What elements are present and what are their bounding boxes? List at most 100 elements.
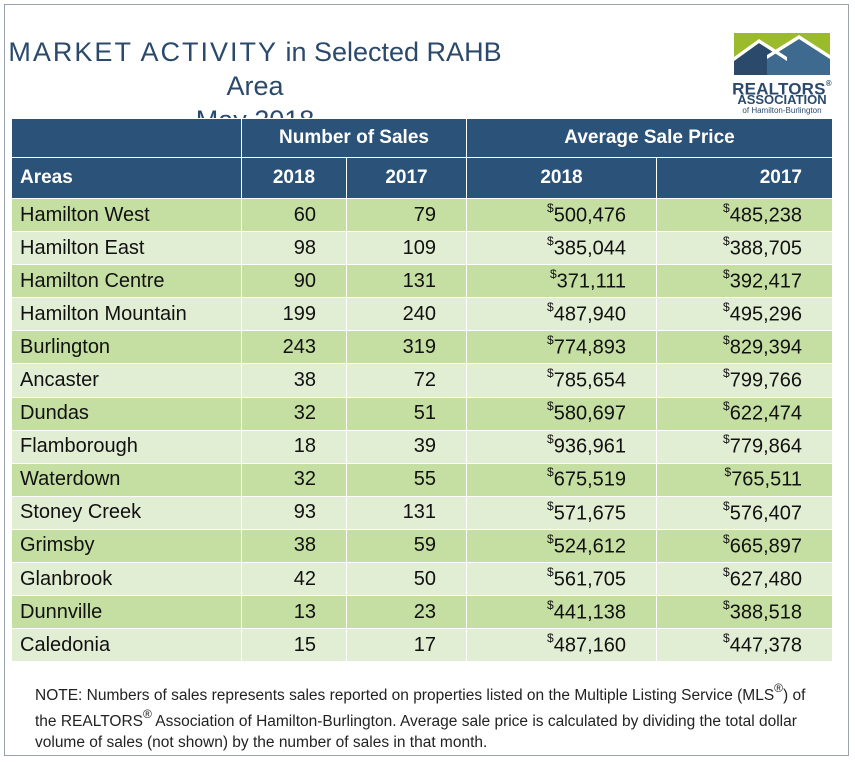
- price-2018-cell: $936,961: [466, 429, 657, 464]
- currency-symbol: $: [547, 630, 554, 645]
- price-value: 447,378: [729, 634, 802, 657]
- table-row: Dunnville 13 23 $441,138 $388,518: [11, 595, 833, 630]
- footnote: NOTE: Numbers of sales represents sales …: [35, 681, 806, 752]
- currency-symbol: $: [547, 333, 554, 348]
- sales-2017-cell: 39: [346, 429, 467, 464]
- price-2017-cell: $622,474: [656, 396, 833, 431]
- price-2018-cell: $524,612: [466, 528, 657, 564]
- area-cell: Hamilton West: [11, 197, 242, 233]
- price-value: 622,474: [729, 402, 802, 425]
- price-2017-cell: $388,705: [656, 231, 833, 266]
- sales-2017-cell: 72: [346, 363, 467, 398]
- currency-symbol: $: [547, 498, 554, 513]
- area-cell: Caledonia: [11, 628, 242, 663]
- price-2017-cell: $576,407: [656, 495, 833, 530]
- area-cell: Hamilton Centre: [11, 264, 242, 299]
- price-2017-cell: $665,897: [656, 528, 833, 564]
- price-2018-cell: $561,705: [466, 562, 657, 597]
- price-value: 571,675: [553, 502, 626, 525]
- price-value: 665,897: [729, 535, 802, 558]
- table-row: Caledonia 15 17 $487,160 $447,378: [11, 628, 833, 663]
- price-2018-cell: $774,893: [466, 330, 657, 365]
- area-cell: Glanbrook: [11, 562, 242, 597]
- currency-symbol: $: [723, 564, 730, 579]
- logo-line-1: REALTORS®: [732, 79, 832, 99]
- currency-symbol: $: [547, 233, 554, 248]
- price-2017-cell: $495,296: [656, 297, 833, 332]
- price-2017-cell: $388,518: [656, 595, 833, 630]
- currency-symbol: $: [547, 432, 554, 447]
- sales-2017-cell: 51: [346, 396, 467, 431]
- price-value: 371,111: [556, 270, 626, 293]
- table-row: Dundas 32 51 $580,697 $622,474: [11, 396, 833, 431]
- sales-2017-cell: 109: [346, 231, 467, 266]
- currency-symbol: $: [723, 266, 730, 281]
- title-line-1: MARKET ACTIVITY in Selected RAHB Area: [5, 35, 505, 103]
- column-header-price-2018: 2018: [466, 157, 657, 199]
- price-value: 936,961: [553, 436, 626, 459]
- area-cell: Hamilton Mountain: [11, 297, 242, 332]
- sales-2018-cell: 13: [241, 595, 347, 630]
- title-caps: MARKET ACTIVITY: [8, 37, 278, 67]
- sales-2017-cell: 131: [346, 264, 467, 299]
- table-row: Hamilton Centre 90 131 $371,111 $392,417: [11, 264, 833, 299]
- sales-2017-cell: 55: [346, 462, 467, 497]
- table-body: Hamilton West 60 79 $500,476 $485,238 Hamilto…: [11, 197, 833, 663]
- market-activity-table: Number of Sales Average Sale Price Areas…: [11, 118, 833, 663]
- price-2017-cell: $485,238: [656, 197, 833, 233]
- price-value: 774,893: [553, 336, 626, 359]
- table-row: Stoney Creek 93 131 $571,675 $576,407: [11, 495, 833, 530]
- sales-2018-cell: 243: [241, 330, 347, 365]
- header-blank: [11, 118, 242, 158]
- sales-2017-cell: 59: [346, 528, 467, 564]
- currency-symbol: $: [723, 630, 730, 645]
- price-value: 441,138: [553, 601, 626, 624]
- currency-symbol: $: [723, 432, 730, 447]
- price-value: 779,864: [729, 436, 802, 459]
- price-value: 392,417: [729, 270, 802, 293]
- price-value: 675,519: [553, 469, 626, 492]
- sales-2017-cell: 131: [346, 495, 467, 530]
- price-value: 627,480: [729, 568, 802, 591]
- price-2017-cell: $447,378: [656, 628, 833, 663]
- currency-symbol: $: [547, 597, 554, 612]
- group-header-row: Number of Sales Average Sale Price: [11, 118, 833, 158]
- sales-2018-cell: 93: [241, 495, 347, 530]
- currency-symbol: $: [547, 564, 554, 579]
- currency-symbol: $: [723, 498, 730, 513]
- area-cell: Grimsby: [11, 528, 242, 564]
- sales-2018-cell: 15: [241, 628, 347, 663]
- column-header-row: Areas 2018 2017 2018 2017: [11, 157, 833, 199]
- price-2018-cell: $371,111: [466, 264, 657, 299]
- sales-2017-cell: 79: [346, 197, 467, 233]
- currency-symbol: $: [723, 399, 730, 414]
- sales-2018-cell: 18: [241, 429, 347, 464]
- area-cell: Hamilton East: [11, 231, 242, 266]
- column-header-price-2017: 2017: [656, 157, 833, 199]
- price-value: 765,511: [731, 469, 802, 492]
- price-2018-cell: $385,044: [466, 231, 657, 266]
- title-rest: in Selected RAHB Area: [226, 37, 502, 101]
- price-2018-cell: $571,675: [466, 495, 657, 530]
- sales-2018-cell: 199: [241, 297, 347, 332]
- table-row: Hamilton East 98 109 $385,044 $388,705: [11, 231, 833, 266]
- price-2018-cell: $500,476: [466, 197, 657, 233]
- table-row: Hamilton West 60 79 $500,476 $485,238: [11, 197, 833, 233]
- currency-symbol: $: [723, 233, 730, 248]
- price-2018-cell: $785,654: [466, 363, 657, 398]
- table-row: Flamborough 18 39 $936,961 $779,864: [11, 429, 833, 464]
- table-row: Waterdown 32 55 $675,519 $765,511: [11, 462, 833, 497]
- table-row: Ancaster 38 72 $785,654 $799,766: [11, 363, 833, 398]
- sales-2017-cell: 50: [346, 562, 467, 597]
- currency-symbol: $: [547, 300, 554, 314]
- price-2018-cell: $580,697: [466, 396, 657, 431]
- price-value: 576,407: [729, 502, 802, 525]
- area-cell: Burlington: [11, 330, 242, 365]
- group-header-price: Average Sale Price: [466, 118, 833, 158]
- price-value: 500,476: [553, 204, 626, 227]
- price-value: 580,697: [553, 402, 626, 425]
- price-2018-cell: $487,160: [466, 628, 657, 663]
- price-value: 388,518: [729, 601, 802, 624]
- price-value: 487,940: [553, 303, 626, 326]
- price-2017-cell: $829,394: [656, 330, 833, 365]
